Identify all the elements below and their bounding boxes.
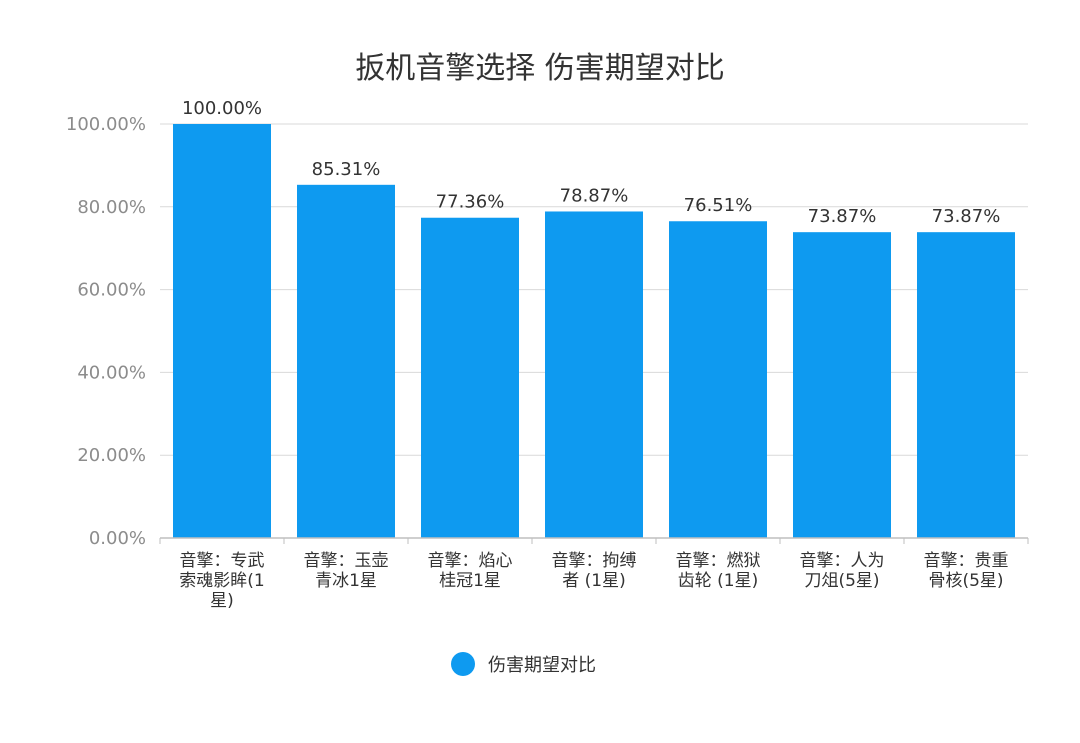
x-tick-label: 索魂影眸(1 [179,571,264,591]
bar[interactable] [669,221,767,538]
x-tick-label: 骨核(5星) [928,571,1003,591]
x-tick-label: 音擎：拘缚 [552,551,637,571]
y-tick-label: 60.00% [77,280,146,301]
x-tick-label: 齿轮 (1星) [678,571,758,591]
x-tick-label: 音擎：人为 [800,551,885,571]
bar[interactable] [545,211,643,538]
data-label: 78.87% [560,185,629,206]
data-labels: 100.00% 85.31% 77.36% 78.87% 76.51% 73.87% 73.… [182,98,1000,227]
x-tick-label: 刀俎(5星) [804,571,879,591]
bars [173,124,1015,539]
bar[interactable] [793,232,891,538]
y-tick-label: 80.00% [77,197,146,218]
data-label: 85.31% [312,159,381,180]
x-tick-label: 音擎：玉壶 [304,551,389,571]
x-tick-label: 青冰1星 [315,571,377,591]
y-tick-label: 0.00% [89,528,146,549]
bar[interactable] [173,124,271,538]
legend-marker [451,652,475,676]
y-tick-label: 20.00% [77,445,146,466]
bar[interactable] [297,184,395,539]
legend-label: 伤害期望对比 [488,655,596,676]
data-label: 73.87% [932,206,1001,227]
x-tick-label: 音擎：焰心 [428,551,513,571]
bar[interactable] [421,217,519,538]
data-label: 73.87% [808,206,877,227]
y-tick-label: 100.00% [66,114,146,135]
data-label: 100.00% [182,98,262,119]
chart-title: 扳机音擎选择 伤害期望对比 [355,51,725,86]
legend[interactable]: 伤害期望对比 [451,652,596,676]
y-tick-label: 40.00% [77,362,146,383]
data-label: 76.51% [684,195,753,216]
x-tick-label: 音擎：专武 [180,551,265,571]
x-tick-label: 星) [210,591,234,611]
data-label: 77.36% [436,192,505,213]
y-axis: 0.00% 20.00% 40.00% 60.00% 80.00% 100.00% [66,114,146,549]
x-tick-label: 者 (1星) [562,571,625,591]
x-tick-label: 音擎：燃狱 [676,551,761,571]
x-tick-label: 桂冠1星 [439,571,501,591]
bar[interactable] [917,232,1015,538]
x-tick-label: 音擎：贵重 [924,551,1009,571]
